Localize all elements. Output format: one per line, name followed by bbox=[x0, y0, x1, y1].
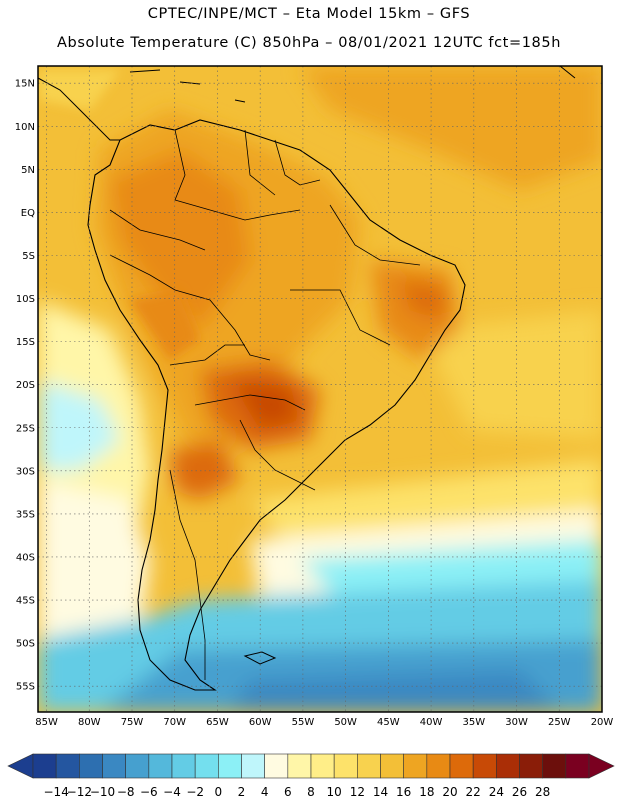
colorbar-label: 0 bbox=[215, 785, 223, 799]
colorbar-cell bbox=[55, 753, 80, 779]
colorbar-label: −10 bbox=[90, 785, 115, 799]
lon-tick-label: 60W bbox=[249, 717, 272, 728]
colorbar-label: 16 bbox=[396, 785, 411, 799]
colorbar-cell bbox=[472, 753, 497, 779]
colorbar-cell bbox=[333, 753, 358, 779]
longitude-ticks: 85W 80W 75W 70W 65W 60W 55W 50W 45W 40W 35W 30W 25W 2… bbox=[35, 717, 613, 728]
colorbar-cell bbox=[125, 753, 150, 779]
lat-tick-label: 10N bbox=[15, 122, 35, 133]
colorbar-label: 10 bbox=[327, 785, 342, 799]
colorbar-cell bbox=[264, 753, 289, 779]
colorbar-label: −6 bbox=[140, 785, 158, 799]
lon-tick-label: 50W bbox=[334, 717, 357, 728]
colorbar-cell bbox=[403, 753, 428, 779]
colorbar-label: 28 bbox=[535, 785, 550, 799]
colorbar-label: −8 bbox=[117, 785, 135, 799]
colorbar-cell bbox=[357, 753, 381, 779]
lon-tick-label: 20W bbox=[591, 717, 614, 728]
colorbar-label: 8 bbox=[307, 785, 315, 799]
lon-tick-label: 40W bbox=[420, 717, 443, 728]
lat-tick-label: 45S bbox=[16, 596, 35, 607]
colorbar-label: 12 bbox=[350, 785, 365, 799]
colorbar-label: 26 bbox=[512, 785, 527, 799]
colorbar-max-arrow bbox=[588, 753, 615, 779]
lat-tick-label: 5N bbox=[21, 165, 35, 176]
lon-tick-label: 35W bbox=[463, 717, 486, 728]
colorbar-cell bbox=[380, 753, 404, 779]
lat-tick-label: EQ bbox=[21, 208, 35, 219]
colorbar-cell bbox=[310, 753, 335, 779]
map-frame bbox=[37, 65, 603, 713]
colorbar-cell bbox=[449, 753, 474, 779]
colorbar-cell bbox=[79, 753, 103, 779]
lat-tick-label: 40S bbox=[16, 552, 35, 563]
lat-tick-label: 30S bbox=[16, 466, 35, 477]
colorbar-cell bbox=[32, 753, 57, 779]
colorbar-label: −12 bbox=[67, 785, 92, 799]
lon-tick-label: 75W bbox=[121, 717, 144, 728]
lon-tick-label: 70W bbox=[163, 717, 186, 728]
colorbar-cell bbox=[218, 753, 242, 779]
lat-tick-label: 15S bbox=[16, 337, 35, 348]
lon-tick-label: 25W bbox=[548, 717, 571, 728]
lat-tick-label: 15N bbox=[15, 79, 35, 90]
colorbar-cell bbox=[102, 753, 126, 779]
colorbar-label: −2 bbox=[186, 785, 204, 799]
colorbar-cell bbox=[171, 753, 196, 779]
colorbar-label: 22 bbox=[466, 785, 481, 799]
lon-tick-label: 30W bbox=[505, 717, 528, 728]
lat-tick-label: 50S bbox=[16, 639, 35, 650]
colorbar-cell bbox=[287, 753, 312, 779]
lat-tick-label: 25S bbox=[16, 423, 35, 434]
colorbar-label: −14 bbox=[44, 785, 69, 799]
colorbar-label: 14 bbox=[373, 785, 388, 799]
lon-tick-label: 80W bbox=[78, 717, 101, 728]
colorbar-label: 20 bbox=[442, 785, 457, 799]
colorbar-cell bbox=[241, 753, 265, 779]
colorbar-label: 4 bbox=[261, 785, 269, 799]
colorbar-label: 6 bbox=[284, 785, 292, 799]
map-title-line-1: CPTEC/INPE/MCT – Eta Model 15km – GFS bbox=[147, 6, 471, 22]
colorbar-cell bbox=[565, 753, 590, 779]
lat-tick-label: 20S bbox=[16, 380, 35, 391]
map-title-line-2: Absolute Temperature (C) 850hPa – 08/01/… bbox=[57, 35, 561, 51]
lat-tick-label: 55S bbox=[16, 682, 35, 693]
lon-tick-label: 55W bbox=[292, 717, 315, 728]
lon-tick-label: 45W bbox=[377, 717, 400, 728]
colorbar-min-arrow bbox=[7, 753, 34, 779]
lon-tick-label: 85W bbox=[35, 717, 58, 728]
latitude-ticks: 15N 10N 5N EQ 5S 10S 15S 20S 25S 30S 35S 40S 45S 50S 5… bbox=[15, 79, 35, 693]
lat-tick-label: 10S bbox=[16, 294, 35, 305]
lat-tick-label: 5S bbox=[22, 251, 35, 262]
colorbar-cell bbox=[426, 753, 451, 779]
colorbar-label: 24 bbox=[489, 785, 504, 799]
colorbar-label: 18 bbox=[419, 785, 434, 799]
colorbar-cell bbox=[496, 753, 520, 779]
lat-tick-label: 35S bbox=[16, 509, 35, 520]
colorbar-label: −4 bbox=[163, 785, 181, 799]
colorbar-label: 2 bbox=[238, 785, 246, 799]
colorbar-cell bbox=[542, 753, 567, 779]
lon-tick-label: 65W bbox=[206, 717, 229, 728]
colorbar-cell bbox=[148, 753, 173, 779]
coastline bbox=[38, 66, 576, 691]
colorbar-cell bbox=[519, 753, 543, 779]
temperature-field bbox=[38, 66, 602, 712]
colorbar-cell bbox=[194, 753, 219, 779]
